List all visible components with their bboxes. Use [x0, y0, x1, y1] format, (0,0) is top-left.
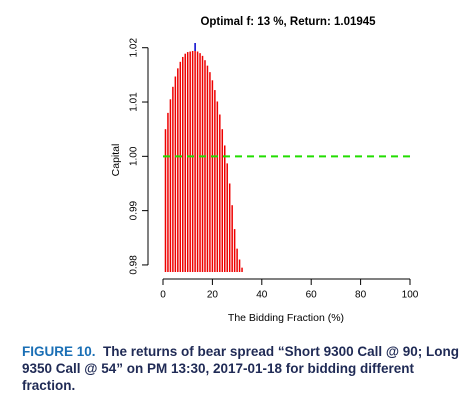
bar	[201, 55, 204, 273]
bar	[184, 53, 186, 272]
y-axis-label: Capital	[110, 144, 122, 177]
bar	[228, 183, 231, 272]
bar	[196, 51, 199, 272]
y-tick-label: 0.99	[129, 200, 140, 220]
bar	[219, 114, 221, 272]
x-tick-label: 80	[355, 290, 367, 301]
x-tick-label: 0	[160, 290, 166, 301]
bar	[216, 101, 219, 272]
bar	[211, 80, 214, 272]
x-tick-label: 20	[207, 290, 219, 301]
bar	[206, 65, 209, 273]
bar	[238, 259, 241, 272]
bar	[191, 50, 194, 273]
bar	[164, 129, 167, 272]
bar	[224, 145, 226, 272]
y-tick-label: 0.98	[129, 255, 140, 275]
caption-label: FIGURE 10.	[22, 344, 96, 359]
bar	[169, 99, 172, 273]
bar	[221, 129, 224, 272]
bar	[186, 52, 189, 272]
y-tick-label: 1.02	[129, 38, 140, 58]
bar	[189, 51, 191, 272]
y-tick-label: 1.01	[129, 92, 140, 112]
bar	[179, 61, 182, 272]
x-tick-label: 60	[306, 290, 318, 301]
bar	[174, 76, 177, 272]
bar	[172, 86, 174, 272]
bar	[199, 53, 201, 272]
bar	[236, 248, 238, 272]
x-tick-label: 100	[402, 290, 419, 301]
bar	[233, 229, 236, 272]
chart: Optimal f: 13 %, Return: 1.01945 The Bid…	[110, 16, 419, 324]
caption-text: The returns of bear spread “Short 9300 C…	[22, 344, 460, 393]
bar	[167, 112, 169, 272]
bar	[231, 205, 233, 272]
x-tick-label: 40	[256, 290, 268, 301]
bar	[226, 163, 228, 272]
y-tick-label: 1.00	[129, 146, 140, 166]
bar	[241, 267, 243, 272]
figure-caption: FIGURE 10. The returns of bear spread “S…	[22, 343, 462, 394]
bar	[177, 68, 179, 272]
bar	[182, 56, 184, 272]
bar	[194, 50, 196, 273]
bar	[204, 60, 206, 272]
bar	[209, 72, 211, 272]
chart-title: Optimal f: 13 %, Return: 1.01945	[200, 16, 376, 28]
x-axis-label: The Bidding Fraction (%)	[228, 312, 344, 324]
bar	[214, 90, 216, 273]
